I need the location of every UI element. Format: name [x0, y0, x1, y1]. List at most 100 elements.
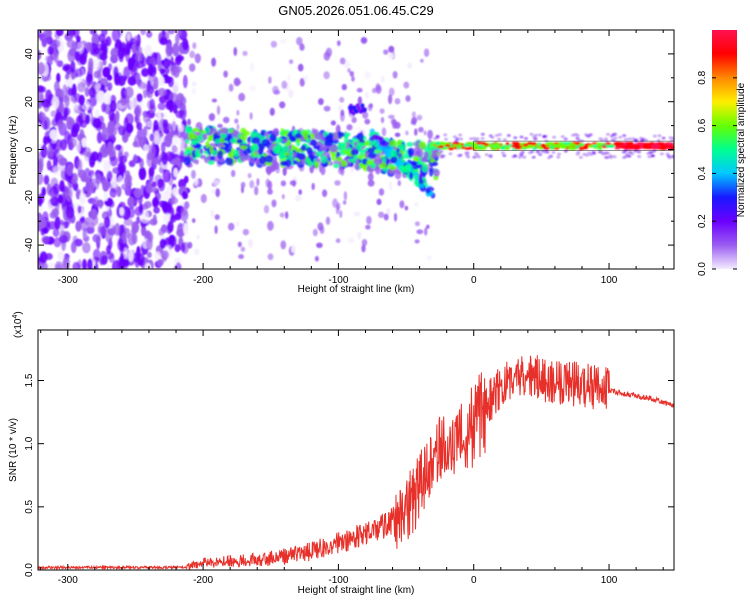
heatmap-cell — [378, 211, 385, 218]
heatmap-cell — [294, 133, 302, 139]
heatmap-cell — [348, 158, 354, 163]
x-tick-label: -200 — [193, 275, 213, 286]
heatmap-cell — [43, 30, 52, 38]
heatmap-cell — [220, 131, 227, 139]
heatmap-cell — [181, 103, 186, 111]
heatmap-cell — [105, 251, 114, 260]
y-tick-label: -40 — [24, 237, 35, 252]
heatmap-cell — [360, 103, 365, 108]
heatmap-cell — [43, 120, 48, 130]
heatmap-cell — [659, 152, 664, 156]
heatmap-cell — [109, 100, 117, 113]
heatmap-cell — [80, 220, 90, 232]
heatmap-cell — [661, 136, 666, 140]
heatmap-cell — [159, 67, 166, 75]
y-tick-label: 0 — [24, 146, 35, 152]
heatmap-cell — [75, 140, 81, 153]
spectrogram-x-axis-label: Height of straight line (km) — [298, 284, 415, 295]
heatmap-cell — [559, 143, 566, 147]
heatmap-cell — [637, 150, 641, 154]
heatmap-cell — [268, 76, 272, 84]
heatmap-cell — [259, 155, 267, 165]
heatmap-cell — [188, 63, 196, 72]
heatmap-cell — [263, 205, 270, 214]
heatmap-cell — [210, 209, 215, 218]
heatmap-cell — [513, 136, 518, 140]
heatmap-cell — [458, 133, 463, 137]
heatmap-cell — [87, 61, 94, 75]
spectrogram-x-ticks: -300 -200 -100 0 100 — [40, 30, 664, 286]
heatmap-cell — [59, 234, 68, 244]
heatmap-cell — [560, 135, 565, 139]
heatmap-cell — [514, 146, 521, 150]
heatmap-cell — [437, 151, 442, 155]
heatmap-cell — [656, 139, 661, 142]
heatmap-cell — [466, 155, 471, 159]
colorbar-tick-label: 0.6 — [697, 118, 708, 132]
heatmap-cell — [124, 227, 131, 239]
heatmap-cell — [105, 36, 112, 47]
heatmap-cell — [390, 156, 398, 164]
heatmap-cell — [144, 262, 152, 269]
y-tick-label: -20 — [24, 190, 35, 205]
y-tick-label: 40 — [24, 48, 35, 60]
heatmap-cell — [249, 85, 256, 92]
heatmap-cell — [352, 105, 357, 110]
heatmap-cell — [648, 151, 653, 155]
heatmap-cell — [414, 128, 418, 136]
heatmap-cell — [70, 61, 76, 74]
heatmap-cell — [579, 142, 584, 146]
heatmap-cell — [66, 163, 74, 176]
heatmap-cell — [81, 172, 88, 182]
heatmap-cell — [311, 182, 315, 191]
heatmap-cell — [176, 92, 185, 104]
heatmap-cell — [119, 207, 125, 216]
heatmap-cell — [225, 157, 234, 166]
heatmap-cell — [332, 198, 338, 208]
heatmap-cell — [143, 114, 150, 123]
heatmap-cell — [283, 138, 288, 144]
heatmap-cell — [191, 218, 196, 223]
heatmap-cell — [519, 135, 524, 139]
heatmap-cell — [161, 152, 169, 166]
heatmap-cell — [540, 143, 546, 147]
heatmap-cell — [501, 151, 505, 155]
heatmap-cell — [419, 58, 424, 63]
heatmap-cell — [114, 223, 121, 236]
heatmap-cell — [388, 45, 395, 53]
heatmap-cell — [191, 81, 197, 87]
heatmap-cell — [389, 139, 397, 147]
heatmap-cell — [236, 109, 240, 116]
heatmap-cell — [101, 30, 108, 37]
heatmap-cell — [610, 138, 615, 142]
heatmap-cell — [602, 152, 607, 155]
heatmap-cell — [280, 240, 287, 250]
x-tick-label: -300 — [58, 575, 78, 586]
heatmap-cell — [205, 140, 210, 149]
heatmap-cell — [312, 228, 318, 237]
heatmap-cell — [261, 138, 270, 147]
heatmap-cell — [217, 150, 224, 160]
heatmap-cell — [89, 102, 94, 112]
heatmap-cell — [522, 155, 527, 159]
heatmap-cell — [47, 46, 53, 56]
heatmap-cell — [71, 83, 77, 98]
heatmap-cell — [234, 118, 239, 124]
heatmap-cell — [181, 38, 189, 51]
heatmap-cell — [423, 48, 430, 58]
heatmap-cell — [147, 63, 154, 77]
heatmap-cell — [174, 244, 181, 253]
heatmap-cell — [51, 96, 60, 109]
heatmap-cell — [282, 145, 290, 154]
heatmap-cell — [351, 76, 355, 82]
heatmap-cell — [597, 146, 603, 150]
heatmap-cell — [557, 152, 561, 156]
heatmap-cell — [631, 137, 636, 141]
heatmap-cell — [357, 106, 361, 111]
heatmap-cell — [414, 155, 419, 161]
heatmap-cell — [433, 137, 438, 141]
heatmap-cell — [454, 139, 459, 143]
heatmap-cell — [45, 89, 53, 103]
heatmap-cell — [242, 228, 250, 236]
heatmap-cell — [249, 158, 255, 163]
